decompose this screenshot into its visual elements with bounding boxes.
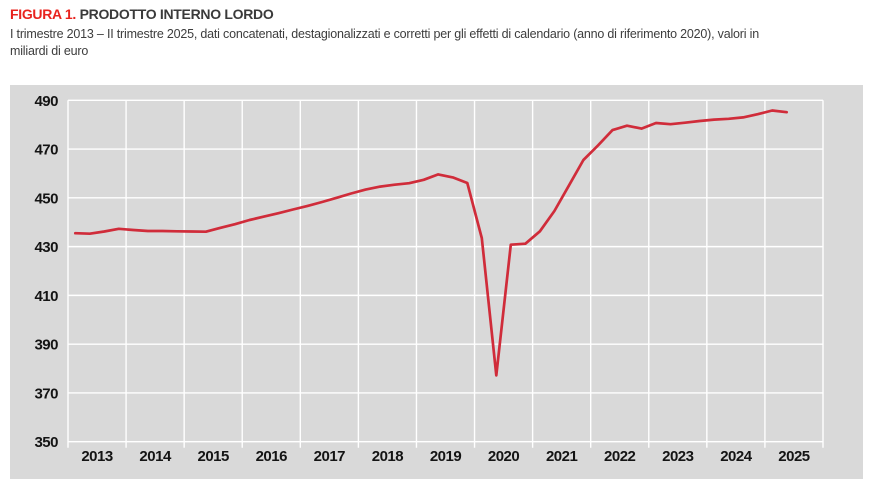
y-tick-label: 370: [34, 385, 58, 402]
figure-title-line: FIGURA 1. PRODOTTO INTERNO LORDO: [10, 5, 866, 23]
y-tick-label: 470: [34, 142, 58, 159]
figure-label: FIGURA 1.: [10, 6, 77, 22]
x-tick-label: 2017: [314, 448, 346, 465]
x-tick-label: 2023: [662, 448, 694, 465]
x-tick-label: 2025: [778, 448, 810, 465]
figure-title: PRODOTTO INTERNO LORDO: [79, 6, 274, 22]
y-tick-label: 490: [34, 93, 58, 110]
x-tick-label: 2019: [430, 448, 462, 465]
y-tick-label: 390: [34, 337, 58, 354]
x-tick-label: 2013: [81, 448, 113, 465]
figure-subtitle: I trimestre 2013 – II trimestre 2025, da…: [10, 26, 866, 59]
x-tick-label: 2018: [372, 448, 404, 465]
gdp-series-line: [73, 109, 789, 377]
y-tick-label: 410: [34, 288, 58, 305]
x-tick-label: 2015: [198, 448, 230, 465]
x-tick-label: 2024: [720, 448, 753, 465]
figure-subtitle-line1: I trimestre 2013 – II trimestre 2025, da…: [10, 27, 759, 41]
figure-subtitle-line2: miliardi di euro: [10, 43, 89, 58]
x-axis-labels: 2013 2014 2015 2016 2017 2018 2019 2020 2021 2022…: [81, 448, 810, 465]
gdp-line-chart: 490 470 450 430 410 390 370 350 2013 2014 2015 201…: [10, 85, 863, 479]
y-axis-labels: 490 470 450 430 410 390 370 350: [34, 93, 58, 451]
x-tick-label: 2021: [546, 448, 578, 465]
x-tick-label: 2022: [604, 448, 636, 465]
x-tick-label: 2016: [256, 448, 288, 465]
horizontal-gridlines: [68, 99, 823, 443]
vertical-gridlines: [67, 100, 824, 448]
x-tick-label: 2020: [488, 448, 520, 465]
y-tick-label: 350: [34, 434, 58, 451]
y-tick-label: 430: [34, 239, 58, 256]
x-tick-label: 2014: [139, 448, 172, 465]
figure-header: FIGURA 1. PRODOTTO INTERNO LORDO I trime…: [10, 5, 866, 59]
y-tick-label: 450: [34, 190, 58, 207]
